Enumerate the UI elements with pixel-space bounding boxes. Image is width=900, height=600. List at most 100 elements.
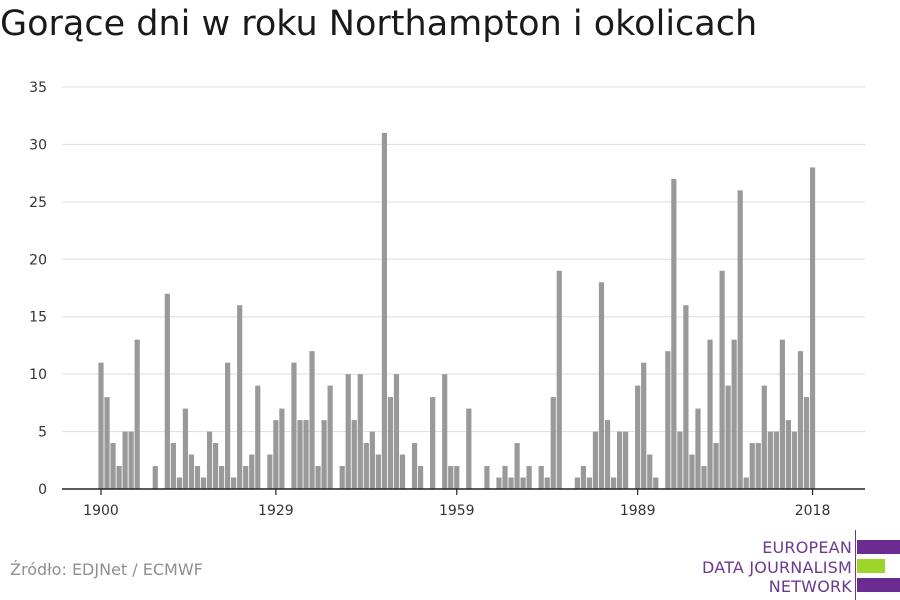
bar: [194, 466, 201, 489]
bar: [610, 477, 617, 489]
logo-bar-green: [857, 559, 885, 573]
bar: [484, 466, 490, 489]
bar: [243, 466, 249, 489]
bar: [635, 385, 641, 489]
bar: [303, 420, 309, 489]
bar: [701, 466, 707, 489]
bar: [466, 408, 472, 489]
bar: [671, 178, 677, 489]
bar: [430, 397, 436, 489]
bar: [592, 431, 599, 489]
bar: [297, 420, 303, 489]
bar: [309, 351, 315, 489]
logo-line-3: NETWORK: [768, 577, 852, 596]
bar: [219, 466, 225, 489]
bar: [719, 270, 725, 489]
bar: [598, 282, 605, 489]
y-tick-label: 0: [38, 482, 47, 498]
bar: [791, 431, 798, 489]
bar: [785, 420, 792, 489]
bar: [351, 420, 357, 489]
bar: [713, 443, 719, 489]
bar: [623, 431, 629, 489]
x-tick-label: 2018: [795, 503, 831, 519]
bar: [170, 443, 176, 489]
bar: [339, 466, 345, 489]
bar: [556, 270, 562, 489]
bar: [279, 408, 285, 489]
bar: [683, 305, 689, 489]
y-tick-label: 15: [29, 310, 47, 326]
y-tick-label: 35: [29, 80, 47, 96]
bar: [369, 431, 375, 489]
bar: [761, 385, 767, 489]
bar: [128, 431, 134, 489]
bar: [677, 431, 683, 489]
bar: [116, 466, 122, 489]
logo-line-2: DATA JOURNALISM: [702, 558, 852, 577]
bar: [231, 477, 237, 489]
bar: [665, 351, 671, 489]
x-tick-label: 1989: [620, 503, 656, 519]
bar: [616, 431, 623, 489]
bar: [176, 477, 182, 489]
bar: [411, 443, 418, 489]
bar: [580, 466, 586, 489]
y-tick-label: 25: [29, 195, 47, 211]
bar: [508, 477, 514, 489]
bar: [809, 167, 816, 489]
bar: [731, 339, 737, 489]
bar: [641, 362, 647, 489]
bar: [695, 408, 701, 489]
bar: [315, 466, 321, 489]
bar: [442, 374, 448, 489]
bar: [182, 408, 189, 489]
logo-line-1: EUROPEAN: [762, 538, 852, 557]
bar: [255, 385, 261, 489]
bar: [399, 454, 406, 489]
bar: [152, 466, 158, 489]
bar: [779, 339, 785, 489]
y-tick-label: 10: [29, 367, 47, 383]
bar: [604, 420, 611, 489]
source-note: Źródło: EDJNet / ECMWF: [10, 560, 203, 579]
bar: [387, 397, 394, 489]
bar: [502, 466, 508, 489]
bar: [375, 454, 381, 489]
y-tick-label: 5: [38, 425, 47, 441]
bar: [200, 477, 207, 489]
bar: [725, 385, 731, 489]
bar: [357, 374, 363, 489]
bar: [574, 477, 580, 489]
bar: [773, 431, 779, 489]
logo-bar-purple-top: [857, 540, 900, 554]
bar: [707, 339, 713, 489]
bar: [249, 454, 255, 489]
bar: [544, 477, 550, 489]
bar: [110, 443, 116, 489]
edjnet-logo: EUROPEAN DATA JOURNALISM NETWORK: [700, 530, 900, 600]
x-tick-label: 1959: [439, 503, 475, 519]
bar: [345, 374, 351, 489]
bar: [514, 443, 520, 489]
x-tick-label: 1929: [258, 503, 294, 519]
bar: [273, 420, 279, 489]
x-tick-label: 1900: [83, 503, 119, 519]
bar: [321, 420, 327, 489]
bar: [454, 466, 460, 489]
bar-chart: 0 5 10 15 20 25 30 35 1900 1929 1959 1989 2018: [29, 80, 865, 519]
bar: [755, 443, 761, 489]
bar: [767, 431, 773, 489]
bar: [496, 477, 502, 489]
bar: [737, 190, 743, 489]
bar: [212, 443, 219, 489]
bar: [448, 466, 454, 489]
logo-bar-purple-bottom: [857, 578, 900, 592]
bar: [647, 454, 653, 489]
bar: [164, 293, 170, 489]
bar: [743, 477, 749, 489]
bar: [98, 362, 104, 489]
bar: [393, 374, 400, 489]
bar: [267, 454, 273, 489]
bar: [689, 454, 695, 489]
